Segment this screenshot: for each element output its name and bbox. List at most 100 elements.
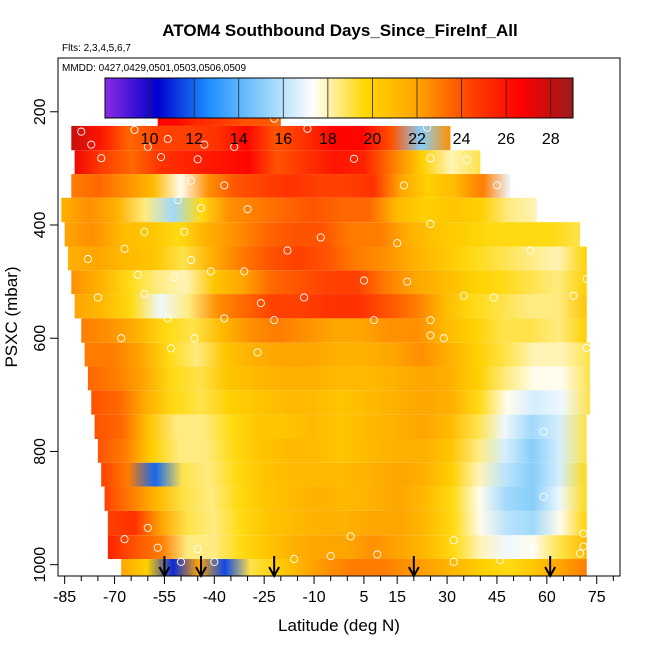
sample-point: [316, 233, 325, 242]
heatmap-row: [61, 197, 537, 223]
sample-point: [193, 544, 202, 553]
colorbar: [104, 77, 574, 119]
heatmap-row: [71, 174, 511, 198]
x-tick-label: 60: [538, 589, 556, 606]
sample-point: [253, 348, 262, 357]
sample-point: [167, 344, 176, 353]
x-tick-label: -25: [253, 589, 276, 606]
sample-point: [97, 154, 106, 163]
colorbar-tick-label: 20: [364, 131, 382, 148]
sample-point: [569, 291, 578, 300]
sample-point: [140, 290, 149, 299]
heatmap-row: [84, 342, 591, 367]
colorbar-tick-label: 10: [141, 131, 159, 148]
y-tick-label: 200: [32, 98, 49, 125]
heatmap-row: [67, 246, 587, 271]
x-tick-label: 30: [438, 589, 456, 606]
x-axis: -85 -70 -55 -40 -25 -10 5 15 30 45 60 75: [53, 576, 614, 606]
sample-point: [210, 557, 219, 566]
y-tick-label: 1000: [32, 547, 49, 583]
sample-point: [270, 316, 279, 325]
heatmap-row: [94, 414, 587, 439]
colorbar-tick-label: 14: [230, 131, 248, 148]
sample-point: [83, 254, 92, 264]
sample-point: [240, 267, 249, 276]
colorbar-tick-label: 28: [542, 131, 560, 148]
sample-point: [163, 134, 172, 144]
sample-point: [256, 299, 265, 308]
colorbar-tick-label: 16: [274, 131, 292, 148]
sample-point: [369, 316, 378, 325]
heatmap-row: [104, 486, 587, 511]
sample-point: [496, 556, 505, 565]
y-tick-label: 800: [32, 438, 49, 465]
sample-point: [170, 273, 179, 282]
sample-point: [143, 523, 152, 532]
sample-point: [393, 239, 402, 248]
sample-point: [220, 181, 229, 190]
dates-annotation: MMDD: 0427,0429,0501,0503,0506,0509: [62, 63, 246, 74]
sample-point: [539, 492, 548, 501]
sample-point: [93, 293, 102, 302]
sample-point: [536, 182, 545, 191]
sample-point: [133, 270, 142, 279]
sample-points-layer: [77, 104, 591, 566]
heatmap-row: [71, 125, 451, 151]
heatmap-row: [81, 318, 587, 343]
y-tick-label: 600: [32, 325, 49, 352]
sample-point: [426, 154, 435, 163]
sample-point: [426, 219, 435, 228]
chart-title: ATOM4 Southbound Days_Since_FireInf_All: [162, 21, 517, 40]
sample-point: [283, 246, 292, 255]
colorbar-tick-label: 24: [453, 131, 471, 148]
sample-point: [359, 276, 368, 285]
x-tick-label: -10: [302, 589, 325, 606]
sample-point: [529, 543, 538, 552]
sample-point: [143, 142, 152, 151]
sample-point: [193, 155, 202, 164]
sample-point: [206, 267, 216, 276]
x-tick-label: -40: [203, 589, 226, 606]
sample-point: [449, 536, 458, 545]
sample-point: [243, 205, 252, 214]
sample-point: [459, 291, 468, 300]
heatmap-row: [107, 535, 587, 560]
sample-point: [176, 557, 186, 566]
sample-point: [373, 550, 382, 559]
sample-point: [489, 293, 498, 302]
sample-point: [449, 557, 458, 566]
sample-point: [403, 277, 412, 286]
sample-point: [582, 274, 591, 283]
sample-point: [157, 153, 166, 162]
heatmap-row: [71, 270, 587, 295]
sample-point: [120, 535, 129, 544]
sample-point: [153, 543, 162, 552]
sample-point: [399, 181, 408, 190]
sample-point: [130, 125, 139, 134]
heatmap-row: [91, 390, 591, 415]
sample-point: [349, 154, 359, 163]
sample-point: [423, 123, 432, 132]
colorbar-tick-label: 22: [408, 131, 426, 148]
sample-point: [186, 256, 196, 265]
colorbar-ticks: 10 12 14 16 18 20 22 24 26 28: [141, 78, 560, 148]
sample-point: [426, 316, 435, 325]
x-tick-label: 75: [588, 589, 606, 606]
heatmap-row: [74, 294, 587, 319]
sample-point: [462, 155, 472, 164]
sample-point: [186, 176, 196, 185]
sample-point: [539, 427, 548, 436]
y-axis-title: PSXC (mbar): [2, 266, 21, 367]
sample-point: [87, 140, 96, 149]
sample-point: [196, 203, 206, 213]
sample-point: [509, 154, 518, 163]
sample-point: [492, 181, 502, 190]
heatmap-row: [97, 438, 587, 463]
profile-arrows-layer: [158, 556, 557, 579]
heatmap-row: [101, 462, 587, 487]
y-tick-label: 400: [32, 212, 49, 239]
heatmap-row: [107, 510, 587, 536]
sample-point: [576, 549, 585, 558]
sample-point: [120, 244, 129, 253]
sample-point: [173, 196, 182, 205]
